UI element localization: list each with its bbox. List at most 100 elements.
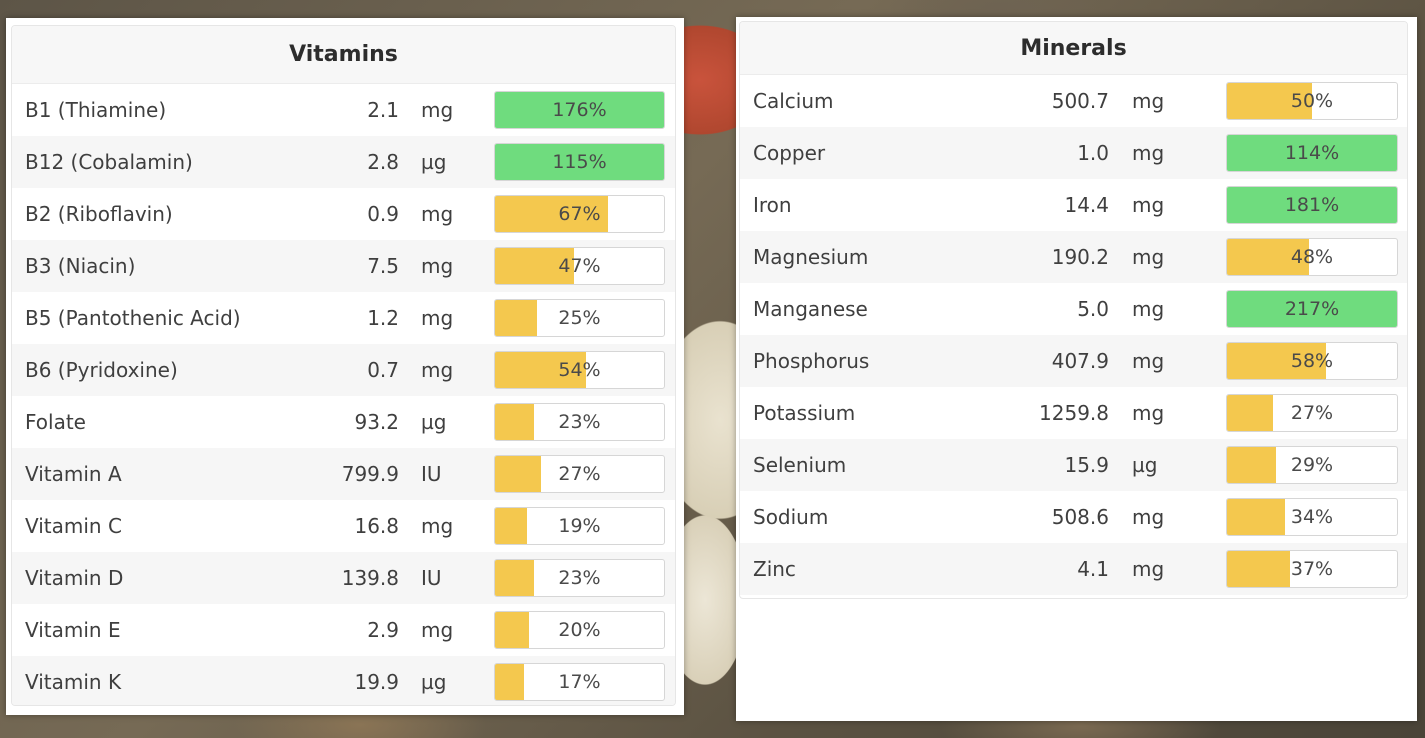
nutrient-name: Calcium (753, 89, 834, 113)
nutrient-unit: mg (1132, 505, 1165, 529)
daily-value-bar-fill (495, 248, 575, 284)
daily-value-bar-fill (1227, 343, 1326, 379)
daily-value-bar: 176% (494, 91, 665, 129)
nutrient-name: Vitamin E (25, 618, 121, 642)
nutrient-row: Vitamin E 2.9 mg 20% (12, 604, 675, 656)
nutrient-name: Sodium (753, 505, 829, 529)
daily-value-bar-fill (1227, 135, 1397, 171)
nutrient-row: Vitamin D 139.8 IU 23% (12, 552, 675, 604)
daily-value-bar: 27% (494, 455, 665, 493)
nutrient-unit: mg (1132, 401, 1165, 425)
minerals-title: Minerals (740, 22, 1407, 75)
nutrient-amount: 2.9 (367, 618, 399, 642)
daily-value-percent: 217% (1284, 298, 1340, 320)
nutrient-row: B5 (Pantothenic Acid) 1.2 mg 25% (12, 292, 675, 344)
daily-value-bar-fill (1227, 83, 1312, 119)
daily-value-percent: 176% (552, 99, 607, 121)
nutrient-name: Folate (25, 410, 86, 434)
daily-value-bar: 58% (1226, 342, 1398, 380)
nutrient-row: Folate 93.2 µg 23% (12, 396, 675, 448)
nutrient-amount: 7.5 (367, 254, 399, 278)
nutrient-name: B2 (Riboflavin) (25, 202, 173, 226)
nutrient-amount: 0.7 (367, 358, 399, 382)
nutrient-unit: mg (1132, 141, 1165, 165)
nutrient-row: Potassium 1259.8 mg 27% (740, 387, 1407, 439)
daily-value-percent: 115% (552, 151, 607, 173)
daily-value-bar: 217% (1226, 290, 1398, 328)
vitamins-title: Vitamins (12, 26, 675, 84)
minerals-panel: Minerals Calcium 500.7 mg 50% Copper 1.0 mg 114… (736, 17, 1417, 721)
daily-value-bar: 37% (1226, 550, 1398, 588)
nutrient-row: B1 (Thiamine) 2.1 mg 176% (12, 84, 675, 136)
nutrient-amount: 2.8 (367, 150, 399, 174)
daily-value-bar-fill (495, 612, 529, 648)
nutrient-name: Vitamin K (25, 670, 122, 694)
nutrient-amount: 508.6 (1051, 505, 1109, 529)
daily-value-percent: 23% (558, 411, 601, 433)
nutrient-row: Iron 14.4 mg 181% (740, 179, 1407, 231)
nutrient-name: B12 (Cobalamin) (25, 150, 193, 174)
nutrient-row: Zinc 4.1 mg 37% (740, 543, 1407, 595)
nutrient-unit: µg (421, 670, 447, 694)
daily-value-bar: 115% (494, 143, 665, 181)
minerals-rows: Calcium 500.7 mg 50% Copper 1.0 mg 114% Iron 14.4… (740, 75, 1407, 595)
daily-value-bar: 23% (494, 559, 665, 597)
daily-value-percent: 54% (558, 359, 601, 381)
nutrient-unit: mg (1132, 89, 1165, 113)
daily-value-percent: 27% (1290, 402, 1334, 424)
nutrient-name: Selenium (753, 453, 847, 477)
nutrient-name: Phosphorus (753, 349, 870, 373)
daily-value-bar: 23% (494, 403, 665, 441)
nutrient-amount: 1.2 (367, 306, 399, 330)
nutrient-amount: 16.8 (354, 514, 399, 538)
nutrient-amount: 1.0 (1077, 141, 1109, 165)
daily-value-percent: 181% (1284, 194, 1340, 216)
nutrient-amount: 139.8 (341, 566, 399, 590)
nutrient-unit: mg (421, 514, 454, 538)
nutrient-name: B5 (Pantothenic Acid) (25, 306, 241, 330)
nutrient-unit: mg (1132, 557, 1165, 581)
daily-value-bar-fill (1227, 187, 1397, 223)
nutrient-row: B6 (Pyridoxine) 0.7 mg 54% (12, 344, 675, 396)
daily-value-bar-fill (495, 456, 541, 492)
daily-value-bar-fill (495, 560, 534, 596)
nutrient-row: Calcium 500.7 mg 50% (740, 75, 1407, 127)
minerals-card: Minerals Calcium 500.7 mg 50% Copper 1.0 mg 114… (739, 21, 1408, 599)
daily-value-percent: 25% (558, 307, 601, 329)
nutrient-row: B3 (Niacin) 7.5 mg 47% (12, 240, 675, 292)
nutrient-amount: 1259.8 (1039, 401, 1109, 425)
nutrient-amount: 799.9 (341, 462, 399, 486)
nutrient-name: Magnesium (753, 245, 869, 269)
daily-value-bar-fill (495, 144, 664, 180)
daily-value-percent: 48% (1290, 246, 1334, 268)
daily-value-bar-fill (1227, 239, 1309, 275)
nutrient-unit: IU (421, 566, 442, 590)
nutrient-row: Magnesium 190.2 mg 48% (740, 231, 1407, 283)
nutrient-amount: 4.1 (1077, 557, 1109, 581)
daily-value-bar: 67% (494, 195, 665, 233)
vitamins-rows: B1 (Thiamine) 2.1 mg 176% B12 (Cobalamin) 2.8… (12, 84, 675, 705)
daily-value-bar: 27% (1226, 394, 1398, 432)
nutrient-name: Vitamin C (25, 514, 122, 538)
nutrient-row: Phosphorus 407.9 mg 58% (740, 335, 1407, 387)
nutrient-row: Vitamin C 16.8 mg 19% (12, 500, 675, 552)
daily-value-bar: 29% (1226, 446, 1398, 484)
nutrient-row: B2 (Riboflavin) 0.9 mg 67% (12, 188, 675, 240)
nutrient-row: Copper 1.0 mg 114% (740, 127, 1407, 179)
nutrient-unit: mg (1132, 193, 1165, 217)
daily-value-bar-fill (495, 508, 528, 544)
daily-value-bar-fill (1227, 395, 1273, 431)
nutrient-name: B6 (Pyridoxine) (25, 358, 178, 382)
nutrient-name: Iron (753, 193, 792, 217)
daily-value-bar: 50% (1226, 82, 1398, 120)
daily-value-percent: 67% (558, 203, 601, 225)
nutrient-amount: 0.9 (367, 202, 399, 226)
vitamins-panel: Vitamins B1 (Thiamine) 2.1 mg 176% B12 (Coba… (6, 18, 684, 715)
nutrient-unit: µg (1132, 453, 1158, 477)
nutrient-name: Zinc (753, 557, 796, 581)
nutrient-unit: mg (421, 98, 454, 122)
nutrient-unit: mg (1132, 349, 1165, 373)
nutrient-row: Vitamin A 799.9 IU 27% (12, 448, 675, 500)
daily-value-percent: 50% (1290, 90, 1334, 112)
nutrient-unit: mg (421, 306, 454, 330)
